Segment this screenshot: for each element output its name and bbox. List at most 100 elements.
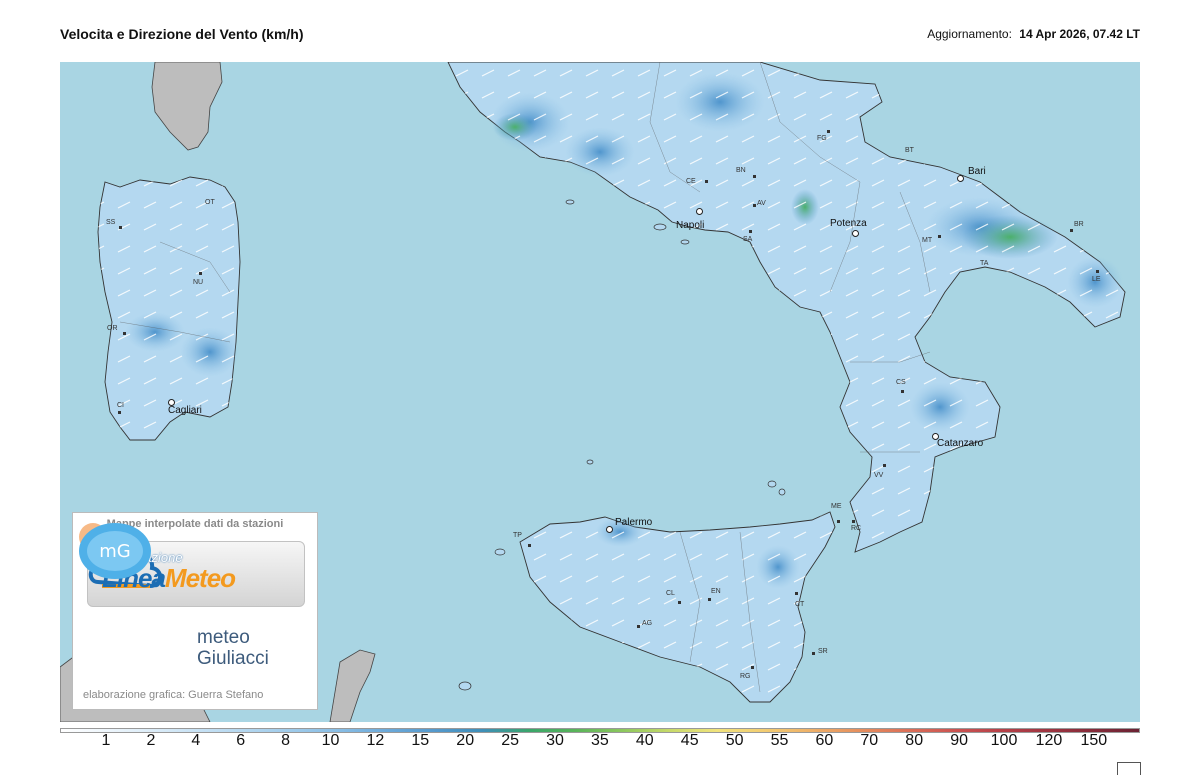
city-label-potenza: Potenza [830,218,867,229]
update-value: 14 Apr 2026, 07.42 LT [1019,27,1140,41]
tunisia-cape [329,649,376,722]
province-dot-br [1070,229,1073,232]
province-label-ci: CI [117,402,124,409]
update-label: Aggiornamento: [927,27,1012,41]
scale-label-60: 60 [815,732,834,749]
city-label-cagliari: Cagliari [168,405,202,416]
scale-label-90: 90 [950,732,968,749]
corner-frame [1117,762,1141,775]
scale-label-20: 20 [456,732,475,749]
province-dot-rc [852,520,855,523]
province-dot-tp [528,544,531,547]
province-label-cs: CS [896,379,906,386]
meteo-giuliacci-icon: mG [79,523,151,579]
scale-label-80: 80 [905,732,924,749]
meteo-giuliacci-text: meteo Giuliacci [197,627,269,669]
update-timestamp: Aggiornamento: 14 Apr 2026, 07.42 LT [927,27,1140,41]
scale-label-50: 50 [725,732,744,749]
scale-label-4: 4 [191,732,201,749]
credits-header: Mappe interpolate dati da stazioni [106,518,284,530]
province-label-br: BR [1074,221,1084,228]
corsica-landmass [151,62,223,151]
ustica-island [586,459,594,465]
city-label-catanzaro: Catanzaro [937,438,984,449]
city-marker-cagliari [168,399,175,406]
province-dot-cl [678,601,681,604]
brand-meteo: Meteo [164,563,236,593]
mg-text-line2: Giuliacci [197,648,269,669]
ponza-island [565,199,575,205]
province-dot-mt [938,235,941,238]
city-label-napoli: Napoli [676,220,705,231]
city-marker-napoli [696,208,703,215]
wind-scale-bar [60,728,1140,733]
province-dot-ag [637,625,640,628]
province-dot-sa [749,230,752,233]
province-label-av: AV [757,200,766,207]
province-label-fg: FG [817,135,827,142]
wind-map: OT SS NU OR CI FG BT CE BN AV SA MT TA B… [60,62,1140,722]
province-dot-or [123,332,126,335]
scale-label-12: 12 [366,732,385,749]
province-dot-ct [795,592,798,595]
city-marker-bari [957,175,964,182]
province-dot-av [753,204,756,207]
city-label-bari: Bari [968,166,986,177]
province-label-ta: TA [980,260,989,267]
province-label-en: EN [711,588,721,595]
province-dot-rg [751,666,754,669]
city-marker-catanzaro [932,433,939,440]
scale-label-55: 55 [770,732,789,749]
map-title: Velocita e Direzione del Vento (km/h) [60,26,304,42]
mg-icon-text: mG [99,541,130,562]
ischia-island [653,223,667,231]
province-label-ot: OT [205,199,215,206]
region-borders [119,62,931,693]
province-label-bt: BT [905,147,914,154]
province-label-me: ME [831,503,842,510]
scale-label-1: 1 [101,732,111,749]
scale-label-100: 100 [990,732,1018,749]
province-dot-me [837,520,840,523]
city-marker-potenza [852,230,859,237]
scale-label-10: 10 [321,732,340,749]
scale-label-6: 6 [236,732,246,749]
province-dot-bn [753,175,756,178]
scale-label-35: 35 [590,732,609,749]
graphic-credit: elaborazione grafica: Guerra Stefano [83,689,264,701]
scale-label-25: 25 [501,732,519,749]
province-label-le: LE [1092,276,1101,283]
scale-label-2: 2 [146,732,156,749]
province-label-nu: NU [193,279,204,286]
province-label-ag: AG [642,620,653,627]
wind-scale-labels: 1 2 4 6 8 10 12 15 20 25 30 35 40 45 50 55 60 70 80 90 100 12… [60,732,1140,754]
province-dot-cs [901,390,904,393]
scale-label-15: 15 [411,732,430,749]
city-label-palermo: Palermo [615,517,653,528]
capri-island [680,239,690,245]
province-dot-nu [199,272,202,275]
vulcano-island [778,488,786,496]
province-dot-en [708,598,711,601]
wind-map-canvas [60,62,1126,722]
province-label-ss: SS [106,219,116,226]
mg-text-line1: meteo [197,627,250,648]
province-label-tp: TP [513,532,522,539]
province-dot-le [1096,270,1099,273]
province-dot-vv [883,464,886,467]
province-label-ct: CT [795,601,805,608]
province-dot-fg [827,130,830,133]
scale-label-120: 120 [1035,732,1063,749]
credits-box: Mappe interpolate dati da stazioni Assoc… [72,512,318,710]
scale-label-150: 150 [1080,732,1108,749]
scale-label-8: 8 [281,732,291,749]
province-dot-ss [119,226,122,229]
province-label-vv: VV [874,472,884,479]
province-label-ce: CE [686,178,696,185]
province-label-rc: RC [851,525,862,532]
pantelleria-island [458,681,472,691]
city-marker-palermo [606,526,613,533]
province-dot-sr [812,652,815,655]
scale-label-45: 45 [680,732,699,749]
province-dot-ci [118,411,121,414]
